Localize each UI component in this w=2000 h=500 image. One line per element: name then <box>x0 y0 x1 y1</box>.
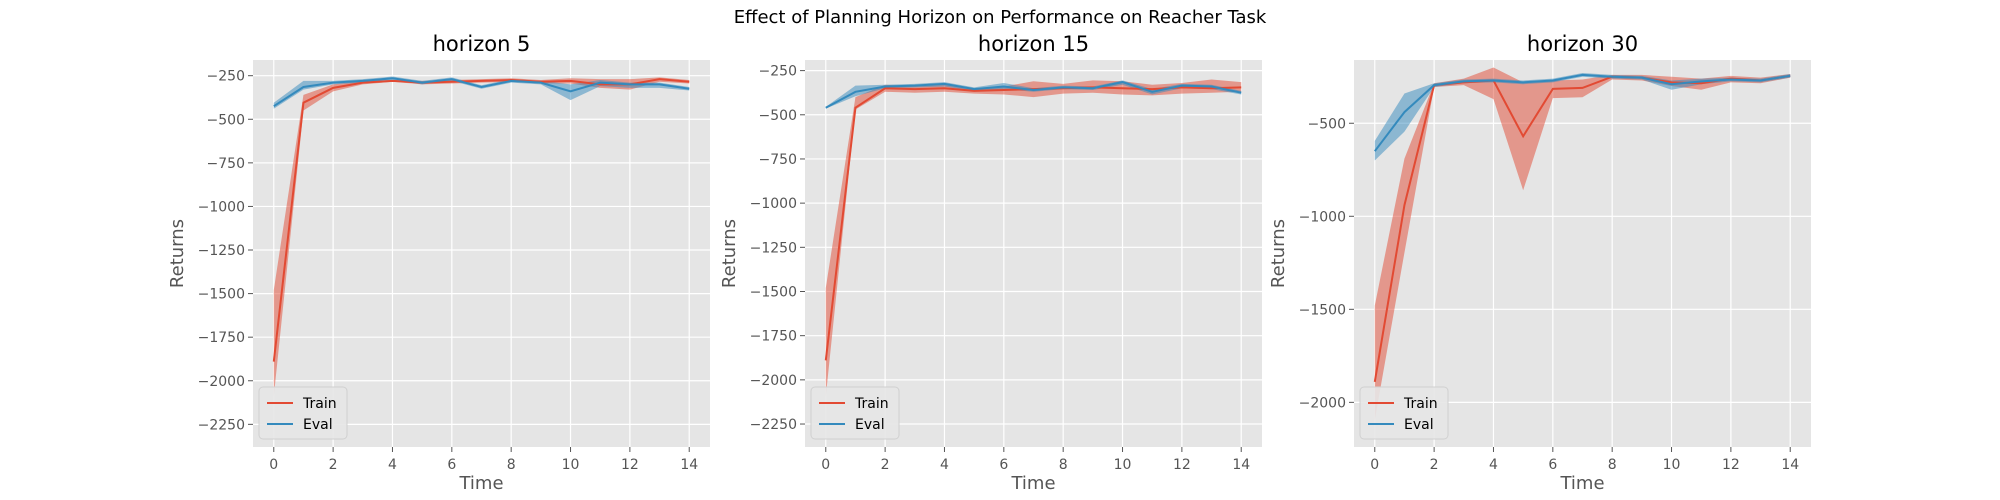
x-tick-label: 14 <box>1781 457 1799 473</box>
x-tick-label: 10 <box>562 457 580 473</box>
y-tick-label: −1000 <box>750 196 797 212</box>
series-line-eval <box>273 77 690 108</box>
plot-background <box>1354 60 1811 447</box>
x-axis-label: Time <box>1559 473 1604 494</box>
legend-box <box>258 386 348 440</box>
x-tick-label: 2 <box>1430 457 1439 473</box>
y-tick-label: −500 <box>759 108 797 124</box>
x-tick-label: 0 <box>269 457 278 473</box>
y-axis-label: Returns <box>719 219 740 288</box>
legend-label-train: Train <box>854 396 889 412</box>
y-tick-label: −250 <box>759 64 797 80</box>
x-tick-label: 4 <box>940 457 949 473</box>
x-tick-label: 0 <box>821 457 830 473</box>
legend: Train Eval <box>258 386 348 440</box>
x-tick-label: 0 <box>1370 457 1379 473</box>
series-line-eval <box>1373 73 1791 152</box>
y-tick-label: −2000 <box>198 374 245 390</box>
legend-label-eval: Eval <box>1404 417 1434 433</box>
y-tick-label: −2250 <box>750 417 797 433</box>
y-tick-label: −500 <box>1308 116 1346 132</box>
y-tick-label: −1750 <box>750 329 797 345</box>
chart-panel-3: 0 2 4 6 8 10 12 14 −2000 −1500 −1000 −500 horizon 30… <box>1268 32 1811 494</box>
x-tick-label: 12 <box>1722 457 1740 473</box>
y-tick-label: −1500 <box>198 287 245 303</box>
x-tick-label: 8 <box>1608 457 1617 473</box>
legend-label-eval: Eval <box>855 417 885 433</box>
band-eval <box>273 76 690 109</box>
x-tick-label: 4 <box>1489 457 1498 473</box>
figure-title: Effect of Planning Horizon on Performanc… <box>733 7 1267 28</box>
y-axis-label: Returns <box>1268 219 1289 288</box>
panel-title: horizon 30 <box>1527 32 1638 56</box>
x-tick-label: 10 <box>1663 457 1681 473</box>
plot-background <box>253 60 710 447</box>
y-tick-label: −250 <box>207 69 245 85</box>
x-tick-label: 4 <box>388 457 397 473</box>
y-tick-label: −1750 <box>198 330 245 346</box>
panel-title: horizon 5 <box>433 32 531 56</box>
y-tick-label: −1250 <box>750 240 797 256</box>
chart-panel-1: 0 2 4 6 8 10 12 14 −2250 −2000 −1750 −1500 −1250 −100… <box>167 32 710 494</box>
legend: Train Eval <box>1359 386 1449 440</box>
x-axis-label: Time <box>458 473 503 494</box>
y-tick-label: −2000 <box>1299 395 1346 411</box>
panel-title: horizon 15 <box>978 32 1089 56</box>
x-tick-label: 10 <box>1114 457 1132 473</box>
legend-label-train: Train <box>302 396 337 412</box>
y-tick-label: −500 <box>207 112 245 128</box>
y-tick-label: −1250 <box>198 243 245 259</box>
chart-panel-2: 0 2 4 6 8 10 12 14 −2250 −2000 −1750 −1500 −1250 −100… <box>719 32 1262 494</box>
legend-label-train: Train <box>1403 396 1438 412</box>
legend-label-eval: Eval <box>303 417 333 433</box>
y-tick-label: −1000 <box>198 199 245 215</box>
x-tick-label: 12 <box>621 457 639 473</box>
x-tick-label: 8 <box>1059 457 1068 473</box>
legend: Train Eval <box>810 386 900 440</box>
y-tick-label: −1000 <box>1299 209 1346 225</box>
y-tick-label: −2250 <box>198 417 245 433</box>
legend-box <box>1359 386 1449 440</box>
y-axis-label: Returns <box>167 219 188 288</box>
y-tick-label: −2000 <box>750 373 797 389</box>
band-eval <box>1374 73 1791 161</box>
x-tick-label: 2 <box>329 457 338 473</box>
x-tick-label: 2 <box>881 457 890 473</box>
x-tick-label: 14 <box>1232 457 1250 473</box>
x-tick-label: 8 <box>507 457 516 473</box>
x-axis-label: Time <box>1010 473 1055 494</box>
x-tick-label: 6 <box>999 457 1008 473</box>
x-tick-label: 12 <box>1173 457 1191 473</box>
y-tick-label: −1500 <box>1299 302 1346 318</box>
x-tick-label: 6 <box>1548 457 1557 473</box>
legend-box <box>810 386 900 440</box>
plot-background <box>805 60 1262 447</box>
x-tick-label: 14 <box>680 457 698 473</box>
y-tick-label: −750 <box>207 156 245 172</box>
x-tick-label: 6 <box>447 457 456 473</box>
y-tick-label: −1500 <box>750 284 797 300</box>
y-tick-label: −750 <box>759 152 797 168</box>
series-line-eval <box>825 81 1242 109</box>
